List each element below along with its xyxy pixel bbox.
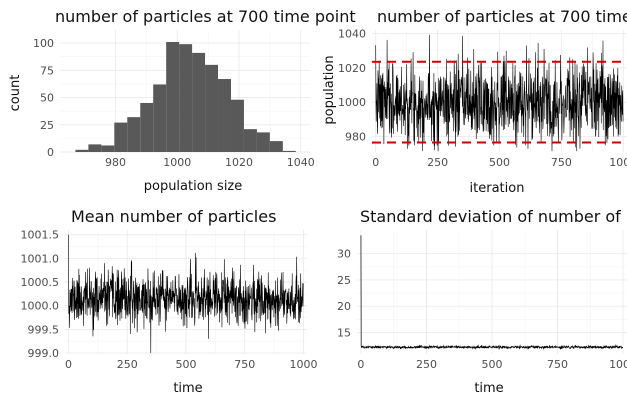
y-tick-label: 1000 bbox=[338, 96, 366, 109]
grid bbox=[357, 230, 627, 354]
histogram-bar bbox=[88, 144, 102, 152]
mean-panel: Mean number of particles time 0 250 500 750… bbox=[21, 207, 318, 396]
histogram-bar bbox=[243, 129, 257, 152]
y-tick-label: 1040 bbox=[338, 27, 366, 40]
histogram-bar bbox=[127, 117, 141, 152]
histogram-panel: number of particles at 700 time point po… bbox=[8, 7, 356, 194]
mean-line bbox=[68, 234, 304, 354]
histogram-bar bbox=[140, 102, 154, 152]
histogram-y-axis-label: count bbox=[8, 75, 23, 112]
x-tick-label: 750 bbox=[551, 156, 572, 169]
y-tick-label: 50 bbox=[40, 92, 54, 105]
x-tick-label: 1040 bbox=[287, 156, 315, 169]
y-tick-label: 20 bbox=[337, 300, 351, 313]
sd-panel: Standard deviation of number of particle… bbox=[337, 207, 627, 396]
y-tick-label: 25 bbox=[337, 274, 351, 287]
histogram-bar bbox=[101, 145, 115, 152]
histogram-bar bbox=[114, 122, 128, 152]
y-tick-label: 1000.0 bbox=[21, 300, 60, 313]
trace-y-axis-label: population bbox=[322, 55, 337, 124]
y-tick-label: 75 bbox=[40, 64, 54, 77]
x-tick-label: 1000 bbox=[609, 358, 627, 371]
y-tick-label: 1001.5 bbox=[21, 229, 60, 242]
y-tick-label: 999.0 bbox=[28, 347, 60, 360]
histogram-bar bbox=[256, 132, 270, 152]
histogram-bars bbox=[75, 41, 296, 152]
y-tick-label: 30 bbox=[337, 248, 351, 261]
y-tick-label: 1001.0 bbox=[21, 252, 60, 265]
sd-title: Standard deviation of number of particle… bbox=[360, 207, 627, 226]
x-tick-label: 1000 bbox=[609, 156, 627, 169]
y-tick-label: 100 bbox=[33, 37, 54, 50]
histogram-bar bbox=[282, 150, 296, 152]
x-tick-label: 0 bbox=[65, 358, 72, 371]
y-tick-label: 15 bbox=[337, 326, 351, 339]
trace-title: number of particles at 700 time bbox=[377, 7, 627, 26]
histogram-bar bbox=[230, 99, 244, 152]
histogram-bar bbox=[218, 79, 231, 152]
histogram-bar bbox=[153, 84, 167, 152]
sd-line bbox=[360, 235, 624, 351]
histogram-bar bbox=[205, 64, 219, 152]
x-tick-label: 980 bbox=[105, 156, 126, 169]
trace-x-axis-label: iteration bbox=[470, 181, 525, 196]
y-tick-label: 1020 bbox=[338, 62, 366, 75]
sd-x-axis-label: time bbox=[474, 381, 503, 396]
histogram-bar bbox=[166, 41, 180, 152]
y-tick-label: 1000.5 bbox=[21, 276, 60, 289]
y-tick-label: 0 bbox=[47, 146, 54, 159]
x-tick-label: 250 bbox=[117, 358, 138, 371]
x-tick-label: 1000 bbox=[289, 358, 317, 371]
x-tick-label: 0 bbox=[372, 156, 379, 169]
mean-title: Mean number of particles bbox=[71, 207, 276, 226]
y-tick-label: 999.5 bbox=[28, 323, 60, 336]
histogram-bar bbox=[75, 149, 89, 152]
x-tick-label: 250 bbox=[416, 358, 437, 371]
y-tick-label: 25 bbox=[40, 119, 54, 132]
x-tick-label: 250 bbox=[427, 156, 448, 169]
x-tick-label: 1000 bbox=[163, 156, 191, 169]
y-tick-label: 980 bbox=[345, 131, 366, 144]
x-tick-label: 500 bbox=[482, 358, 503, 371]
histogram-bar bbox=[269, 141, 283, 152]
x-tick-label: 750 bbox=[234, 358, 255, 371]
histogram-bar bbox=[179, 44, 193, 152]
x-tick-label: 500 bbox=[489, 156, 510, 169]
histogram-bar bbox=[192, 52, 206, 152]
x-tick-label: 0 bbox=[357, 358, 364, 371]
mean-x-axis-label: time bbox=[173, 381, 202, 396]
histogram-title: number of particles at 700 time point bbox=[55, 7, 356, 26]
x-tick-label: 750 bbox=[547, 358, 568, 371]
x-tick-label: 500 bbox=[176, 358, 197, 371]
histogram-x-axis-label: population size bbox=[144, 179, 243, 194]
x-tick-label: 1020 bbox=[225, 156, 253, 169]
population-line bbox=[375, 34, 624, 152]
population-trace-panel: number of particles at 700 time iteratio… bbox=[322, 7, 627, 196]
